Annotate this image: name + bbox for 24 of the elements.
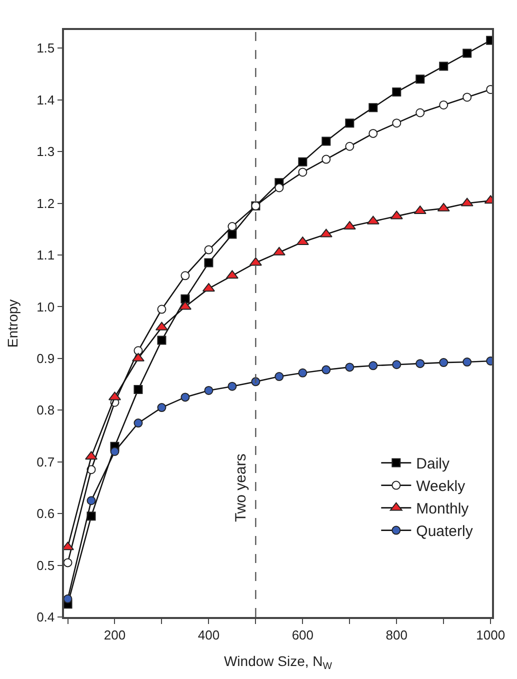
y-tick-label: 0.9	[36, 350, 55, 366]
legend-label: Quaterly	[416, 523, 474, 540]
x-axis-title: Window Size, N$_{W}$	[224, 653, 333, 672]
y-tick-label: 0.8	[36, 402, 55, 418]
legend-label: Monthly	[416, 500, 470, 518]
legend-label: Weekly	[416, 478, 466, 496]
y-axis-title: Entropy	[4, 299, 21, 348]
y-tick-label: 0.6	[36, 506, 55, 522]
y-tick-label: 1.3	[36, 144, 55, 160]
x-tick-label: 800	[386, 627, 408, 642]
y-tick-label: 0.7	[36, 454, 55, 470]
x-tick-label: 600	[292, 627, 314, 642]
y-tick-label: 0.5	[36, 558, 55, 573]
y-tick-label: 1.4	[36, 92, 55, 108]
x-tick-label: 1000	[476, 627, 506, 642]
y-tick-label: 1.0	[36, 299, 55, 314]
ref-line-label: Two years	[232, 454, 250, 522]
legend-label: Daily	[416, 456, 450, 473]
x-tick-label: 400	[198, 627, 220, 642]
y-tick-label: 1.5	[36, 40, 55, 56]
y-tick-label: 0.4	[36, 610, 55, 625]
y-tick-label: 1.1	[36, 248, 55, 263]
x-tick-label: 200	[104, 627, 126, 642]
y-tick-label: 1.2	[36, 196, 55, 211]
